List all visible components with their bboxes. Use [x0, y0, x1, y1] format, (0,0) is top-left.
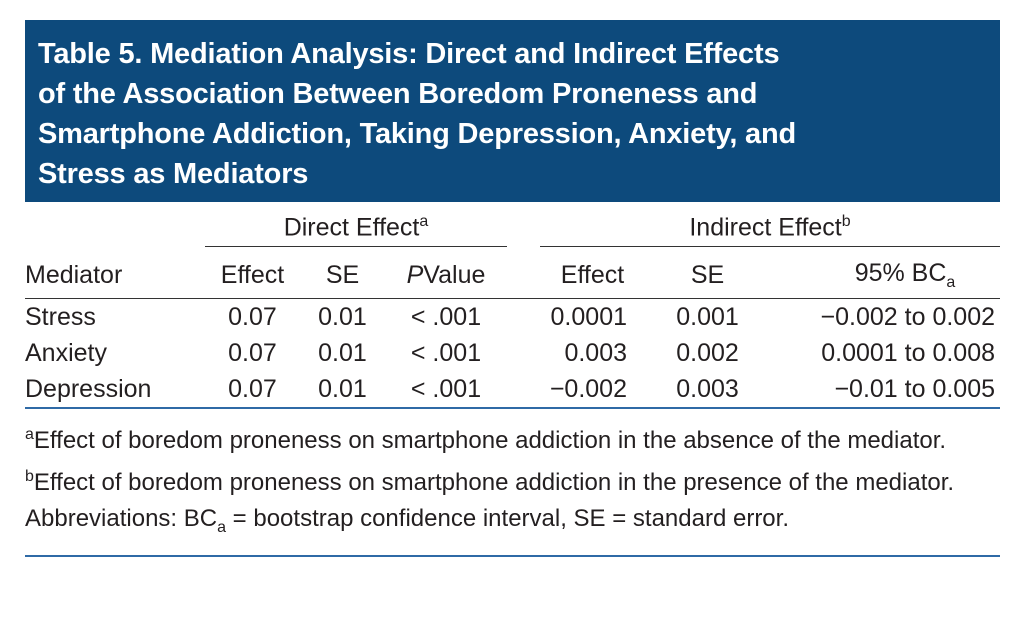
table: Direct Effecta Indirect Effectb Mediator…: [25, 208, 1001, 409]
abbreviations-text: Abbreviations: BC: [25, 505, 218, 532]
subscript: a: [946, 273, 956, 291]
row-label: Stress: [25, 302, 96, 331]
cell: < .001: [385, 371, 507, 409]
header-text: Value: [423, 260, 486, 289]
title-line: Table 5. Mediation Analysis: Direct and …: [38, 38, 780, 70]
footnote: bEffect of boredom proneness on smartpho…: [25, 462, 1000, 498]
cell: −0.002: [540, 371, 645, 409]
cell: 0.01: [300, 371, 385, 409]
row-label: Depression: [25, 371, 205, 409]
cell: < .001: [410, 338, 482, 367]
header-text: 95% BC: [854, 258, 947, 287]
column-header: Effect: [540, 252, 645, 299]
row-label: Anxiety: [25, 338, 107, 367]
title-line: Stress as Mediators: [38, 158, 309, 190]
group-header-text: Indirect Effect: [689, 213, 842, 242]
footnote-marker: b: [25, 468, 34, 485]
superscript: a: [419, 212, 429, 230]
cell: 0.0001 to 0.008: [821, 338, 996, 367]
cell: 0.01: [318, 302, 367, 331]
title-line: of the Association Between Boredom Prone…: [38, 78, 758, 110]
footnote-text: Effect of boredom proneness on smartphon…: [33, 469, 955, 496]
footnote: aEffect of boredom proneness on smartpho…: [25, 420, 1000, 456]
cell: 0.01: [318, 338, 367, 367]
title-line: Smartphone Addiction, Taking Depression,…: [38, 118, 796, 150]
italic-text: P: [406, 260, 424, 289]
column-header: 95% BCa: [770, 252, 1001, 299]
cell: 0.07: [228, 338, 277, 367]
cell: 0.07: [205, 371, 300, 409]
title-box: Table 5. Mediation Analysis: Direct and …: [25, 20, 1000, 202]
column-header: PValue: [385, 252, 507, 299]
column-header: Effect: [205, 252, 300, 299]
column-header: SE: [300, 252, 385, 299]
cell: 0.003: [564, 338, 627, 367]
cell: 0.07: [228, 302, 277, 331]
subscript: a: [217, 518, 226, 536]
group-header: Direct Effecta: [205, 212, 507, 248]
table-row: Depression 0.07 0.01 < .001 −0.002 0.003 −0.01…: [25, 371, 1001, 409]
table-row: Anxiety 0.07 0.01 < .001 0.003 0.002 0.0001 to…: [25, 335, 1000, 371]
superscript: b: [841, 212, 851, 230]
group-header-row: Direct Effecta Indirect Effectb: [25, 208, 1001, 252]
group-header-text: Direct Effect: [283, 213, 420, 242]
cell: 0.002: [676, 338, 739, 367]
column-header: Mediator: [25, 252, 205, 299]
cell: 0.0001: [550, 302, 627, 331]
cell: −0.01 to 0.005: [770, 371, 1001, 409]
footnote-text: Effect of boredom proneness on smartphon…: [33, 427, 947, 454]
cell: < .001: [410, 302, 482, 331]
column-header-row: Mediator Effect SE PValue Effect SE 95% …: [25, 252, 1001, 299]
footnote-marker: a: [25, 426, 34, 443]
group-header: Indirect Effectb: [540, 212, 1001, 248]
footnotes: aEffect of boredom proneness on smartpho…: [25, 420, 1000, 557]
column-header: SE: [645, 252, 770, 299]
cell: −0.002 to 0.002: [820, 302, 996, 331]
abbreviations: Abbreviations: BCa = bootstrap confidenc…: [25, 504, 1000, 543]
table-row: Stress 0.07 0.01 < .001 0.0001 0.001 −0.002 to…: [25, 299, 1000, 336]
cell: 0.003: [645, 371, 770, 409]
cell: 0.001: [676, 302, 739, 331]
abbreviations-text: = bootstrap confidence interval, SE = st…: [226, 505, 789, 532]
